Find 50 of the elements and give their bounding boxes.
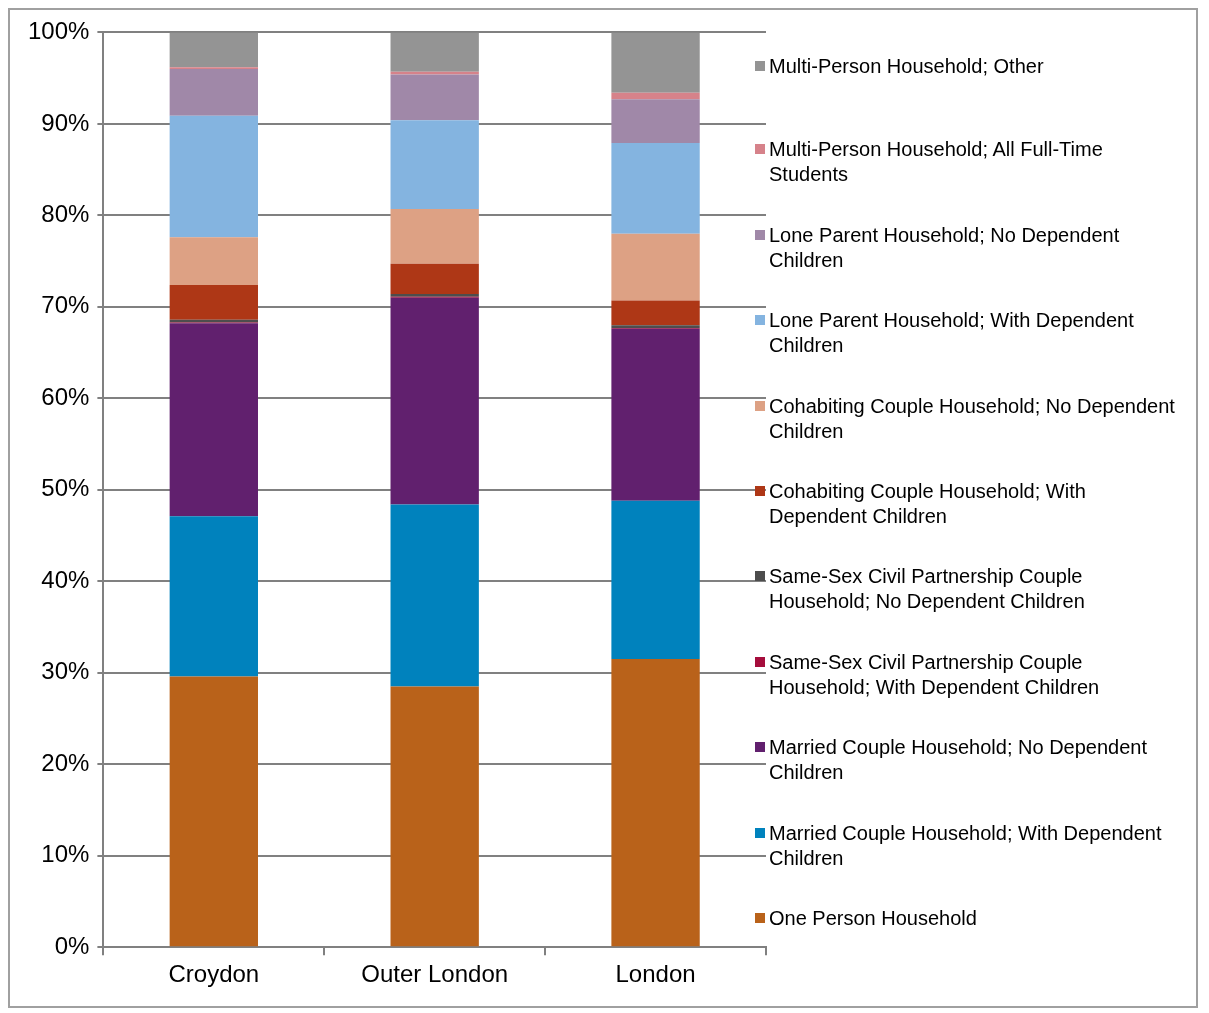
- x-tick-label: London: [615, 960, 696, 988]
- x-tick-label: Croydon: [168, 960, 260, 988]
- legend-label: Married Couple Household; No Dependent Children: [769, 735, 1148, 786]
- bar: [390, 120, 479, 209]
- bar: [169, 676, 258, 947]
- legend-label: Cohabiting Couple Household; With Dependent Children: [769, 478, 1087, 529]
- y-tick-label: 20%: [41, 748, 90, 776]
- legend-label: Same-Sex Civil Partnership Couple Household; No Dependent Children: [769, 564, 1086, 615]
- legend-label: Cohabiting Couple Household; No Dependent Children: [769, 393, 1175, 444]
- bar: [390, 297, 479, 505]
- bar: [390, 74, 479, 121]
- bar: [611, 328, 700, 501]
- bar: [390, 504, 479, 687]
- y-tick-label: 0%: [54, 931, 90, 959]
- legend-label: Same-Sex Civil Partnership Couple Household; With Dependent Children: [769, 649, 1101, 700]
- y-tick-label: 70%: [41, 291, 90, 319]
- bar: [611, 99, 700, 144]
- legend-label: Multi-Person Household; Other: [769, 54, 1044, 79]
- bar: [611, 300, 700, 326]
- x-tick-label: Outer London: [361, 960, 509, 988]
- y-tick-label: 50%: [41, 474, 90, 502]
- y-tick-label: 100%: [27, 17, 90, 45]
- y-tick-label: 40%: [41, 565, 90, 593]
- y-tick-label: 80%: [41, 199, 90, 227]
- bar: [611, 233, 700, 301]
- bar: [390, 686, 479, 947]
- y-tick-label: 60%: [41, 382, 90, 410]
- legend-label: Lone Parent Household; No Dependent Children: [769, 222, 1121, 273]
- bar: [169, 284, 258, 320]
- bar: [390, 32, 479, 72]
- y-tick-label: 30%: [41, 657, 90, 685]
- bar: [169, 237, 258, 285]
- bar: [390, 263, 479, 295]
- legend-label: Married Couple Household; With Dependent Children: [769, 820, 1163, 871]
- bar: [169, 115, 258, 238]
- y-tick-label: 10%: [41, 840, 90, 868]
- y-tick-label: 90%: [41, 108, 90, 136]
- bar: [169, 32, 258, 68]
- bar: [169, 68, 258, 116]
- bar: [390, 208, 479, 264]
- bar: [611, 500, 700, 660]
- bar: [611, 92, 700, 100]
- legend-label: One Person Household: [769, 905, 977, 931]
- bar: [611, 143, 700, 234]
- legend-label: Multi-Person Household; All Full-Time Students: [769, 137, 1104, 188]
- bar: [611, 659, 700, 947]
- bar: [169, 323, 258, 517]
- bar: [611, 32, 700, 93]
- legend-label: Lone Parent Household; With Dependent Children: [769, 308, 1135, 359]
- bar: [169, 516, 258, 677]
